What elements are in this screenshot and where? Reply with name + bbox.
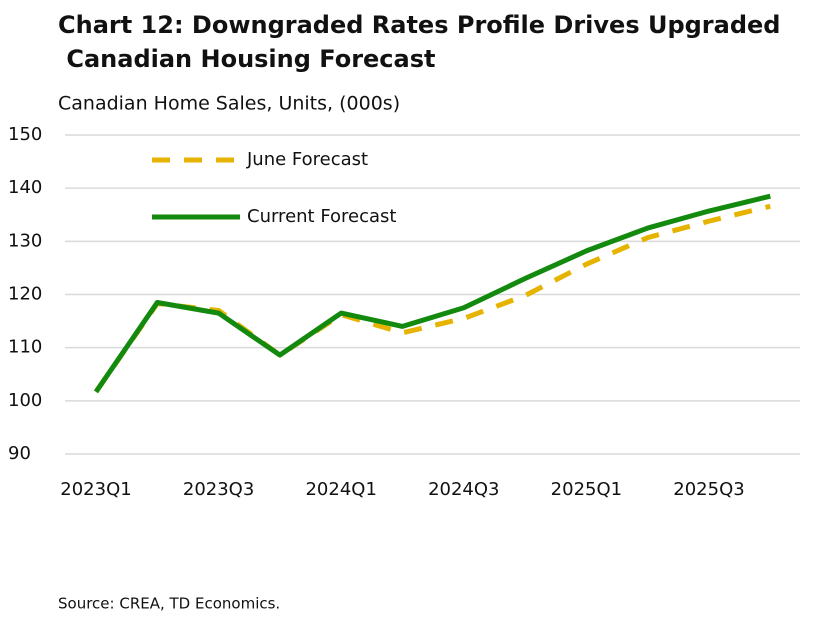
source-note: Source: CREA, TD Economics. [58,595,280,613]
x-tick-label: 2025Q3 [673,479,744,500]
y-tick-label: 110 [8,337,42,358]
y-tick-label: 120 [8,284,42,305]
y-tick-label: 130 [8,230,42,251]
line-series [93,203,771,394]
y-tick-label: 90 [8,443,31,464]
x-tick-label: 2024Q1 [305,479,376,500]
line-series [93,193,771,394]
legend-label: Current Forecast [247,206,397,227]
legend-label: June Forecast [246,149,368,170]
x-tick-label: 2023Q1 [60,479,131,500]
x-tick-label: 2024Q3 [428,479,499,500]
x-tick-label: 2023Q3 [183,479,254,500]
chart-title: Chart 12: Downgraded Rates Profile Drive… [58,11,780,73]
chart-subtitle: Canadian Home Sales, Units, (000s) [58,93,400,115]
y-tick-label: 100 [8,390,42,411]
y-tick-label: 150 [8,124,42,145]
x-tick-label: 2025Q1 [551,479,622,500]
y-tick-label: 140 [8,177,42,198]
